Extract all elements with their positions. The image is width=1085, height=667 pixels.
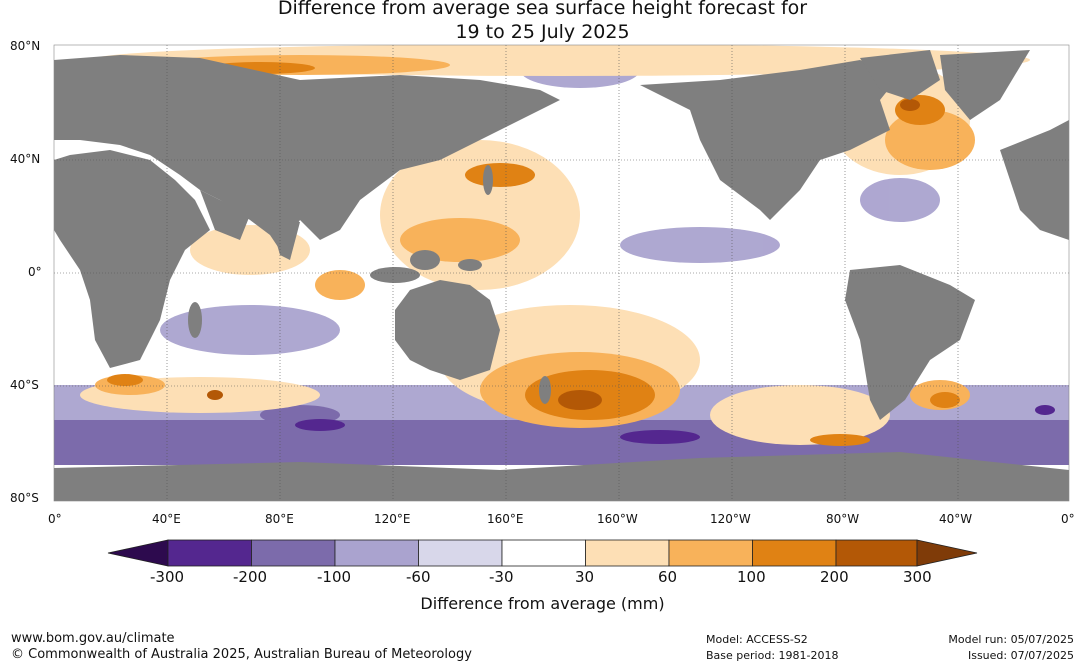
colorbar-seg-4 (418, 539, 503, 567)
lon-label-0-right: 0° (1061, 512, 1075, 526)
lat-label-40n: 40°N (10, 152, 41, 166)
colorbar-high-arrow (916, 539, 978, 567)
lon-label-40w: 40°W (939, 512, 973, 526)
title-line-2: 19 to 25 July 2025 (455, 21, 630, 43)
colorbar-seg-3 (334, 539, 419, 567)
colorbar-seg-2 (251, 539, 336, 567)
colorbar-seg-6 (585, 539, 670, 567)
model-run-date: Model run: 05/07/2025 (948, 633, 1074, 646)
issued-date: Issued: 07/07/2025 (967, 649, 1074, 662)
model-name: Model: ACCESS-S2 (706, 633, 808, 646)
colorbar-tick: -100 (317, 568, 352, 586)
lat-label-0: 0° (28, 265, 42, 279)
colorbar-low-arrow (107, 539, 169, 567)
colorbar-tick: -30 (489, 568, 514, 586)
lat-label-40s: 40°S (10, 378, 39, 392)
lon-label-160e: 160°E (487, 512, 524, 526)
land-masses (54, 50, 1069, 501)
colorbar-seg-9 (835, 539, 918, 567)
base-period: Base period: 1981-2018 (706, 649, 839, 662)
lon-label-120e: 120°E (374, 512, 411, 526)
map-title: Difference from average sea surface heig… (0, 0, 1085, 44)
colorbar-tick: -60 (406, 568, 431, 586)
colorbar-tick: 300 (903, 568, 932, 586)
lon-label-80e: 80°E (265, 512, 294, 526)
colorbar-seg-1 (167, 539, 252, 567)
lat-label-80n: 80°N (10, 39, 41, 53)
graticule (54, 45, 1069, 501)
colorbar (107, 539, 978, 567)
lon-label-160w: 160°W (597, 512, 638, 526)
colorbar-tick: 100 (737, 568, 766, 586)
colorbar-tick: 30 (575, 568, 595, 586)
colorbar-seg-8 (752, 539, 837, 567)
lat-label-80s: 80°S (10, 491, 39, 505)
website-link[interactable]: www.bom.gov.au/climate (11, 631, 175, 646)
colorbar-seg-5 (501, 539, 586, 567)
copyright-text: © Commonwealth of Australia 2025, Austra… (11, 647, 472, 662)
colorbar-seg-7 (668, 539, 753, 567)
title-line-1: Difference from average sea surface heig… (277, 0, 808, 19)
map-frame (53, 44, 1070, 502)
colorbar-tick: 60 (658, 568, 678, 586)
positive-anomaly-extreme (207, 99, 920, 410)
colorbar-title: Difference from average (mm) (420, 594, 665, 613)
colorbar-tick: -200 (233, 568, 268, 586)
lon-label-40e: 40°E (152, 512, 181, 526)
lon-label-0-left: 0° (48, 512, 62, 526)
lon-label-80w: 80°W (826, 512, 860, 526)
lon-label-120w: 120°W (710, 512, 751, 526)
colorbar-tick: -300 (150, 568, 185, 586)
extreme-negative-regions (295, 405, 1055, 444)
colorbar-tick: 200 (820, 568, 849, 586)
